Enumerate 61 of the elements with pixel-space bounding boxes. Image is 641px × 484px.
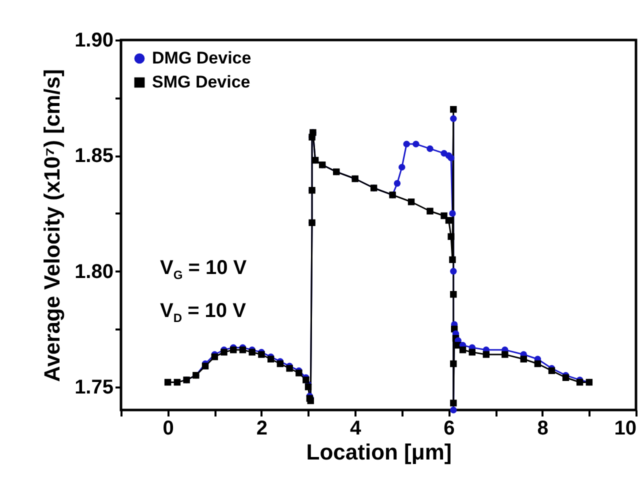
point bbox=[296, 370, 302, 376]
x-tick-label: 6 bbox=[444, 418, 455, 440]
x-tick-label: 4 bbox=[350, 418, 362, 440]
x-tick-label: 10 bbox=[614, 418, 636, 440]
y-tick-label: 1.80 bbox=[74, 260, 114, 283]
point bbox=[576, 378, 584, 386]
point bbox=[164, 378, 172, 386]
point bbox=[450, 106, 457, 113]
point bbox=[394, 180, 401, 187]
point bbox=[398, 164, 406, 171]
point bbox=[449, 256, 456, 264]
x-axis-title: Location [μm] bbox=[306, 440, 452, 464]
point bbox=[403, 140, 410, 148]
point bbox=[449, 210, 456, 217]
point bbox=[304, 384, 312, 390]
point bbox=[258, 351, 265, 358]
point bbox=[450, 268, 457, 275]
legend-label: DMG Device bbox=[152, 48, 252, 68]
point bbox=[448, 233, 454, 240]
point bbox=[445, 217, 452, 224]
point bbox=[230, 346, 237, 354]
y-tick-label: 1.90 bbox=[74, 30, 114, 52]
point bbox=[534, 360, 542, 368]
point bbox=[482, 351, 490, 358]
y-tick-label: 1.75 bbox=[74, 376, 114, 398]
point bbox=[459, 346, 466, 354]
point bbox=[248, 348, 256, 356]
point bbox=[450, 400, 457, 406]
point bbox=[302, 376, 310, 384]
point bbox=[548, 367, 556, 374]
point bbox=[520, 356, 527, 362]
legend-label: SMG Device bbox=[152, 72, 250, 92]
point bbox=[211, 353, 218, 360]
x-tick-label: 0 bbox=[162, 418, 174, 440]
point bbox=[450, 406, 457, 414]
point bbox=[502, 351, 508, 358]
point bbox=[408, 198, 415, 206]
annotation: V$_{G}$ = 10 V bbox=[160, 256, 247, 284]
point bbox=[307, 397, 314, 404]
point bbox=[426, 208, 434, 214]
point bbox=[450, 360, 457, 368]
point bbox=[450, 115, 457, 122]
x-tick-label: 2 bbox=[256, 418, 268, 440]
annotation: V$_{D}$ = 10 V bbox=[160, 299, 247, 327]
point bbox=[426, 145, 434, 152]
point bbox=[267, 356, 274, 362]
point bbox=[448, 154, 454, 162]
point bbox=[276, 360, 284, 368]
point bbox=[412, 140, 420, 148]
point bbox=[562, 374, 570, 381]
point bbox=[239, 346, 246, 354]
point bbox=[220, 348, 228, 356]
point bbox=[202, 362, 209, 370]
x-tick-label: 8 bbox=[537, 418, 548, 440]
y-tick-label: 1.85 bbox=[74, 145, 114, 168]
point bbox=[174, 378, 181, 386]
point bbox=[468, 348, 476, 356]
y-axis-title: Average Velocity (x10⁷) [cm/s] bbox=[40, 69, 65, 382]
point bbox=[440, 212, 448, 220]
point bbox=[286, 365, 293, 372]
point bbox=[450, 291, 457, 298]
